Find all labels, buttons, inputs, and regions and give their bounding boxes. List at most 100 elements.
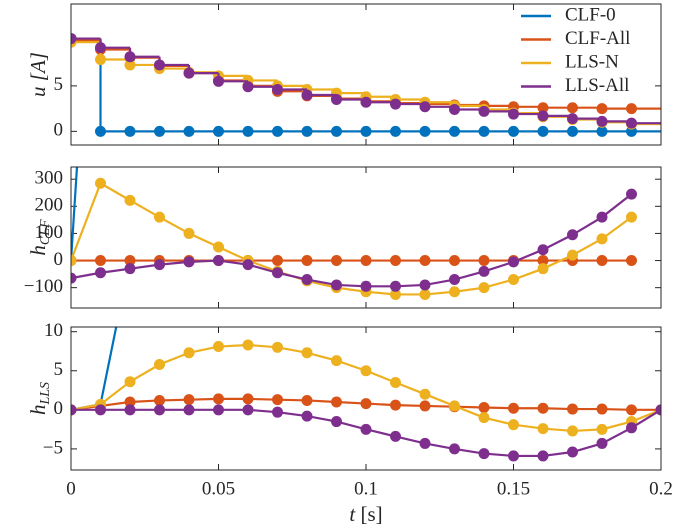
x-label-unit: [s] [360, 502, 382, 526]
marker [567, 229, 578, 241]
marker [183, 125, 195, 137]
marker [390, 98, 401, 110]
y-tick-label: −100 [24, 276, 63, 297]
marker [213, 341, 224, 353]
marker [419, 400, 431, 412]
marker [95, 177, 106, 189]
marker [478, 105, 490, 117]
marker [360, 125, 372, 137]
marker [478, 401, 490, 413]
marker [71, 33, 77, 45]
legend-label: LLS-N [565, 51, 619, 72]
marker [478, 265, 490, 277]
y-label-sub: LLS [38, 382, 53, 406]
marker [124, 376, 136, 388]
marker [419, 279, 431, 291]
marker [390, 125, 401, 137]
marker [626, 103, 637, 115]
marker [567, 125, 578, 137]
y-label-main: h [26, 245, 50, 256]
marker [537, 110, 549, 122]
marker [478, 448, 490, 460]
x-tick-label: 0 [66, 478, 76, 499]
marker [272, 255, 283, 267]
marker [331, 416, 342, 428]
marker [626, 404, 637, 416]
marker [242, 125, 254, 137]
marker [183, 67, 195, 79]
marker [213, 241, 224, 253]
marker [626, 422, 637, 434]
marker [154, 259, 165, 271]
marker [596, 125, 608, 137]
marker [331, 355, 342, 367]
marker [419, 388, 431, 400]
marker [331, 396, 342, 408]
marker [419, 288, 431, 300]
marker [567, 249, 578, 261]
marker [272, 84, 283, 96]
marker [449, 443, 460, 455]
marker [449, 104, 460, 116]
marker [537, 423, 549, 435]
marker [331, 125, 342, 137]
marker [242, 81, 254, 93]
marker [154, 394, 165, 406]
marker [331, 94, 342, 106]
marker [596, 403, 608, 415]
y-tick-label: 200 [35, 195, 64, 216]
marker [95, 125, 106, 137]
marker [301, 410, 313, 422]
marker [124, 396, 136, 408]
marker [626, 211, 637, 223]
plot-lines [71, 167, 637, 300]
marker [71, 255, 77, 267]
marker [360, 423, 372, 435]
marker [419, 125, 431, 137]
marker [596, 103, 608, 115]
marker [301, 89, 313, 101]
marker [567, 403, 578, 415]
marker [508, 108, 519, 120]
series-line [71, 167, 79, 261]
marker [95, 255, 106, 267]
legend-label: CLF-0 [565, 4, 616, 25]
marker [537, 125, 549, 137]
marker [213, 393, 224, 405]
y-label-sub: CLF [38, 219, 53, 245]
plot-lines [71, 327, 661, 462]
y-axis-label: u [A] [26, 52, 50, 97]
marker [596, 211, 608, 223]
marker [95, 42, 106, 54]
marker [331, 255, 342, 267]
marker [390, 288, 401, 300]
marker [183, 256, 195, 268]
marker [124, 59, 136, 71]
marker [596, 255, 608, 267]
marker [478, 255, 490, 267]
y-tick-label: 0 [54, 120, 64, 141]
marker [154, 404, 165, 416]
marker [242, 393, 254, 405]
marker [213, 404, 224, 416]
marker [567, 113, 578, 125]
marker [478, 125, 490, 137]
marker [272, 267, 283, 279]
marker [124, 51, 136, 63]
marker [596, 437, 608, 449]
y-tick-label: 0 [54, 398, 64, 419]
marker [71, 404, 77, 416]
marker [537, 244, 549, 256]
marker [478, 282, 490, 294]
marker [124, 194, 136, 206]
y-tick-label: 10 [44, 320, 63, 341]
x-tick-label: 0.15 [497, 478, 530, 499]
x-tick-label: 0.2 [649, 478, 673, 499]
y-label-main: u [A] [26, 52, 50, 97]
marker [390, 430, 401, 442]
x-label-main: t [349, 502, 356, 526]
marker [95, 53, 106, 65]
marker [567, 425, 578, 437]
marker [272, 125, 283, 137]
